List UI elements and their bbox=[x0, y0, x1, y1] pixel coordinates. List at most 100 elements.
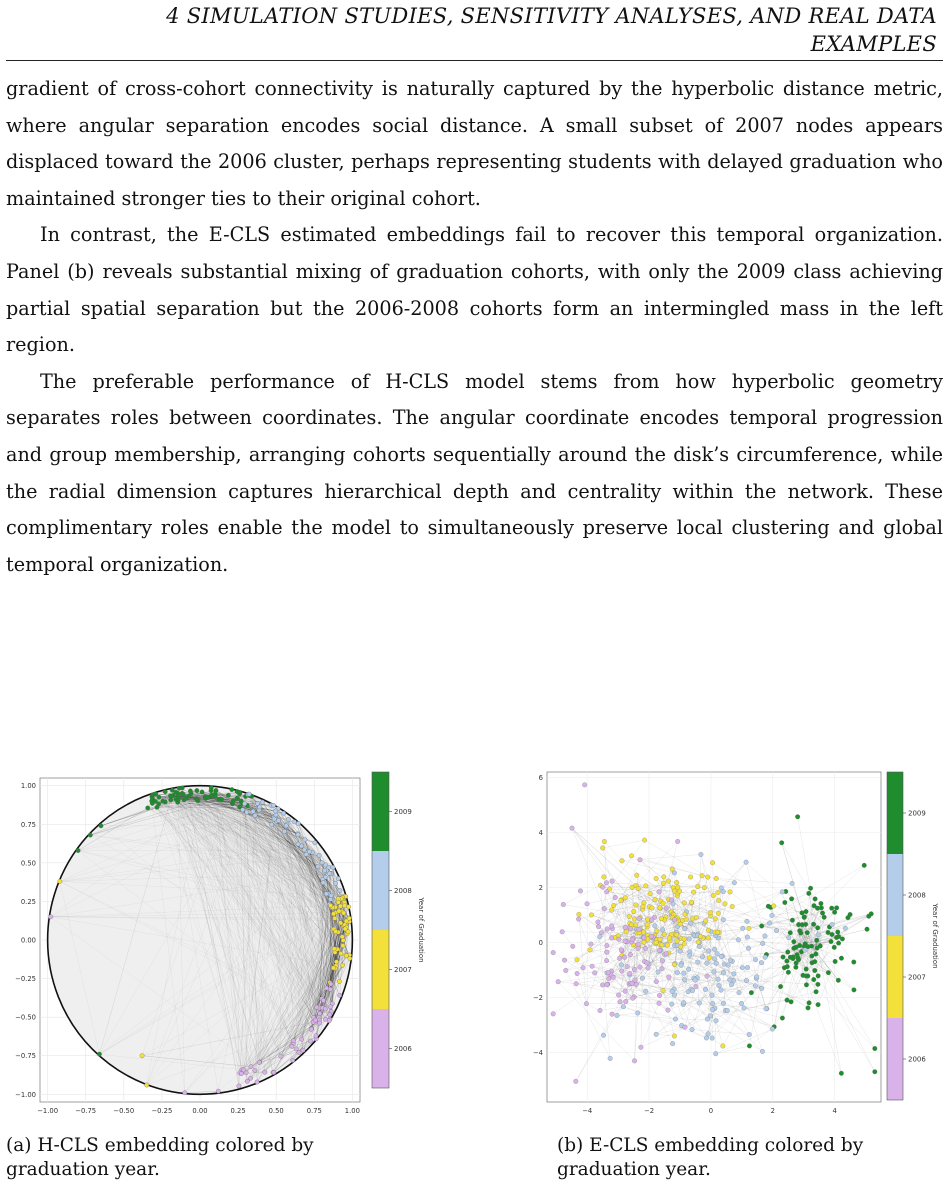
node-point bbox=[861, 862, 867, 868]
node-point bbox=[347, 956, 353, 961]
edge-line bbox=[178, 799, 317, 1037]
edge-line bbox=[804, 946, 855, 991]
node-point bbox=[653, 979, 659, 985]
edge-line bbox=[706, 960, 788, 1039]
edge-line bbox=[612, 880, 674, 915]
edge-line bbox=[684, 875, 703, 915]
edge-line bbox=[800, 932, 821, 947]
edge-line bbox=[597, 891, 607, 923]
edge-line bbox=[188, 796, 343, 912]
edge-line bbox=[204, 796, 324, 1002]
edge-line bbox=[215, 795, 343, 937]
node-point bbox=[744, 978, 749, 984]
edge-line bbox=[723, 960, 731, 1004]
node-point bbox=[744, 918, 750, 924]
edge-line bbox=[252, 811, 258, 1083]
edge-line bbox=[814, 940, 817, 962]
edge-line bbox=[243, 811, 276, 1070]
edge-line bbox=[313, 912, 337, 1023]
y-tick-label: 0 bbox=[539, 939, 543, 947]
node-point bbox=[736, 990, 742, 996]
node-point bbox=[633, 902, 639, 908]
edge-line bbox=[190, 790, 339, 933]
node-point bbox=[789, 880, 795, 886]
node-point bbox=[809, 943, 814, 949]
node-point bbox=[624, 964, 630, 970]
edge-line bbox=[697, 935, 710, 958]
edge-line bbox=[728, 964, 756, 986]
edge-line bbox=[78, 850, 335, 919]
edge-line bbox=[50, 916, 265, 1073]
edge-line bbox=[77, 850, 317, 1037]
edge-line bbox=[286, 825, 323, 1008]
edge-line bbox=[182, 787, 334, 915]
node-point bbox=[609, 935, 615, 941]
edge-line bbox=[251, 796, 331, 1020]
node-point bbox=[759, 923, 765, 929]
edge-line bbox=[286, 824, 334, 868]
edge-line bbox=[256, 933, 348, 1083]
edge-line bbox=[236, 791, 240, 1087]
edge-line bbox=[215, 795, 320, 1014]
edge-line bbox=[671, 945, 678, 992]
edge-line bbox=[255, 814, 276, 816]
edge-line bbox=[553, 942, 657, 1015]
edge-line bbox=[252, 811, 320, 1014]
edge-line bbox=[204, 796, 317, 1039]
edge-line bbox=[597, 897, 616, 923]
edge-line bbox=[751, 947, 818, 993]
edge-line bbox=[790, 940, 817, 1002]
node-point bbox=[342, 903, 347, 909]
y-tick-label: −2 bbox=[533, 994, 543, 1002]
edge-line bbox=[251, 796, 254, 812]
node-point bbox=[649, 905, 655, 911]
edge-line bbox=[738, 865, 865, 940]
node-point bbox=[872, 1069, 878, 1075]
node-point bbox=[242, 801, 247, 807]
node-point bbox=[341, 910, 347, 916]
edge-line bbox=[286, 824, 294, 1041]
node-point bbox=[787, 930, 793, 936]
edge-line bbox=[674, 900, 719, 920]
node-point bbox=[763, 1006, 769, 1012]
edge-line bbox=[714, 1008, 716, 1054]
node-point bbox=[323, 891, 329, 897]
edge-line bbox=[602, 847, 627, 942]
edge-line bbox=[684, 942, 699, 980]
edge-line bbox=[799, 908, 832, 931]
node-point bbox=[238, 798, 244, 804]
edge-line bbox=[155, 801, 331, 1020]
node-point bbox=[609, 923, 614, 929]
edge-line bbox=[330, 898, 339, 1012]
edge-line bbox=[325, 896, 346, 1020]
colorbar-segment bbox=[372, 930, 389, 1009]
edge-line bbox=[236, 798, 350, 956]
edge-line bbox=[634, 944, 639, 1061]
edge-line bbox=[643, 876, 665, 904]
node-point bbox=[569, 825, 575, 831]
edge-line bbox=[155, 801, 248, 1082]
edge-line bbox=[146, 852, 313, 1086]
node-point bbox=[333, 880, 338, 886]
edge-line bbox=[293, 929, 335, 1041]
edge-line bbox=[90, 800, 198, 836]
node-point bbox=[666, 935, 672, 941]
edge-line bbox=[90, 834, 323, 863]
x-tick-label: 1.00 bbox=[345, 1107, 360, 1115]
edge-line bbox=[177, 792, 326, 878]
edge-line bbox=[668, 841, 678, 882]
edge-line bbox=[325, 981, 340, 1009]
node-point bbox=[696, 944, 702, 949]
edge-line bbox=[345, 918, 350, 956]
edge-line bbox=[643, 931, 694, 935]
node-point bbox=[727, 889, 733, 895]
edge-line bbox=[264, 893, 329, 1073]
node-point bbox=[811, 921, 817, 927]
edge-line bbox=[242, 809, 293, 1061]
edge-line bbox=[304, 849, 337, 962]
edge-line bbox=[286, 824, 330, 1015]
node-point bbox=[582, 782, 588, 788]
edge-line bbox=[618, 935, 644, 938]
node-point bbox=[607, 1056, 613, 1061]
edge-line bbox=[175, 799, 343, 966]
